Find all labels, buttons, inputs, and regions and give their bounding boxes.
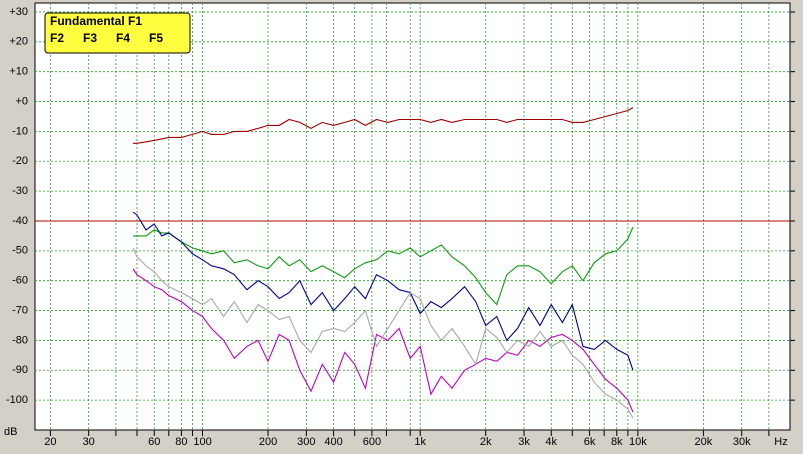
- y-tick-label: +10: [9, 66, 28, 78]
- y-tick-label: -30: [12, 185, 28, 197]
- legend-entry: F5: [149, 31, 163, 45]
- plot-area: [34, 2, 791, 431]
- x-tick-label: 8k: [611, 436, 623, 448]
- x-tick-label: 6k: [584, 436, 596, 448]
- series-line: [132, 247, 634, 419]
- series-line: [132, 211, 634, 371]
- y-tick-label: -80: [12, 334, 28, 346]
- x-tick-label: 30k: [733, 436, 751, 448]
- y-tick-label: +30: [9, 6, 28, 18]
- series-line: [133, 107, 634, 144]
- y-tick-label: -70: [12, 304, 28, 316]
- y-tick-label: -90: [12, 364, 28, 376]
- y-tick-label: -100: [6, 394, 28, 406]
- x-tick-label: 60: [148, 436, 160, 448]
- x-tick-label: 80: [175, 436, 187, 448]
- y-unit-label: dB: [4, 426, 17, 438]
- x-tick-label: 10k: [629, 436, 647, 448]
- x-tick-label: 20k: [695, 436, 713, 448]
- series-line: [132, 268, 634, 413]
- y-tick-label: -20: [12, 155, 28, 167]
- x-tick-label: 30: [83, 436, 95, 448]
- series-line: [133, 226, 634, 306]
- y-tick-label: +20: [9, 36, 28, 48]
- x-tick-label: 1k: [414, 436, 426, 448]
- x-tick-label: 4k: [545, 436, 557, 448]
- legend-entry: F3: [83, 31, 97, 45]
- x-tick-label: 20: [44, 436, 56, 448]
- y-tick-label: -10: [12, 125, 28, 137]
- x-tick-label: 300: [297, 436, 315, 448]
- x-tick-label: 600: [363, 436, 381, 448]
- x-unit-label: Hz: [774, 436, 787, 448]
- x-tick-label: 2k: [480, 436, 492, 448]
- y-tick-label: -40: [12, 215, 28, 227]
- legend-entry: Fundamental F1: [50, 14, 142, 28]
- legend-entry: F2: [50, 31, 64, 45]
- legend: [44, 12, 191, 54]
- x-tick-label: 100: [193, 436, 211, 448]
- series-lines: [35, 107, 790, 419]
- x-tick-label: 400: [324, 436, 342, 448]
- y-tick-label: +0: [15, 95, 28, 107]
- legend-entry: F4: [116, 31, 130, 45]
- y-tick-label: -60: [12, 275, 28, 287]
- y-tick-label: -50: [12, 245, 28, 257]
- x-tick-label: 3k: [518, 436, 530, 448]
- x-tick-label: 200: [259, 436, 277, 448]
